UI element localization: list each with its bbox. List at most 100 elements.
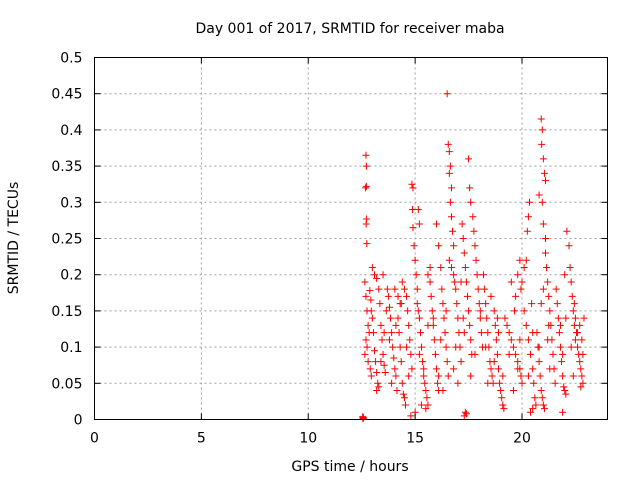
y-tick-label: 0.15: [51, 304, 82, 320]
data-point: [520, 263, 528, 271]
data-point: [524, 372, 532, 380]
data-point: [556, 321, 564, 329]
data-point: [424, 401, 432, 409]
data-point: [580, 314, 588, 322]
data-point: [475, 300, 483, 308]
data-point: [488, 372, 496, 380]
data-point: [539, 401, 547, 409]
data-point: [578, 336, 586, 344]
data-point: [449, 227, 457, 235]
data-point: [450, 242, 458, 250]
data-point: [459, 314, 467, 322]
data-point: [422, 387, 430, 395]
data-point: [373, 387, 381, 395]
data-point: [398, 379, 406, 387]
data-point: [393, 387, 401, 395]
data-point: [391, 285, 399, 293]
data-point: [503, 321, 511, 329]
data-point: [423, 394, 431, 402]
data-point: [368, 263, 376, 271]
data-point: [387, 314, 395, 322]
data-point: [454, 379, 462, 387]
data-point: [577, 365, 585, 373]
data-point: [414, 206, 422, 214]
data-point: [556, 343, 564, 351]
data-point: [457, 358, 465, 366]
data-point: [415, 220, 423, 228]
data-point: [443, 358, 451, 366]
data-point: [487, 365, 495, 373]
data-point: [574, 329, 582, 337]
data-point: [540, 169, 548, 177]
data-point: [517, 372, 525, 380]
data-point: [538, 126, 546, 134]
data-point: [559, 372, 567, 380]
data-point: [416, 329, 424, 337]
data-point: [562, 314, 570, 322]
data-point: [518, 278, 526, 286]
data-point: [433, 220, 440, 228]
data-point: [482, 300, 490, 308]
data-point: [388, 329, 396, 337]
data-point: [473, 271, 481, 279]
data-point: [398, 278, 406, 286]
data-point: [539, 155, 547, 163]
data-point: [397, 358, 405, 366]
data-point: [529, 365, 537, 373]
x-tick-label: 5: [197, 431, 206, 447]
data-point: [438, 285, 446, 293]
data-point: [366, 365, 374, 373]
data-point: [576, 321, 584, 329]
data-point: [555, 329, 563, 337]
data-point: [394, 292, 402, 300]
data-point: [373, 274, 381, 282]
data-point: [371, 271, 379, 279]
data-point: [447, 184, 455, 192]
data-point: [578, 372, 586, 380]
data-point: [362, 336, 370, 344]
x-axis-label: GPS time / hours: [291, 459, 408, 475]
data-point: [565, 242, 573, 250]
data-point: [509, 343, 517, 351]
data-point: [563, 227, 571, 235]
data-point: [490, 307, 498, 315]
data-point: [471, 242, 479, 250]
data-point: [437, 263, 445, 271]
data-point: [481, 285, 489, 293]
data-point: [514, 365, 522, 373]
x-tick-label: 15: [406, 431, 424, 447]
data-point: [439, 300, 447, 308]
data-point: [409, 224, 417, 232]
data-point: [426, 278, 434, 286]
y-tick-label: 0.3: [60, 195, 82, 211]
data-point: [480, 271, 488, 279]
data-point: [381, 368, 389, 376]
data-point: [552, 285, 560, 293]
data-point: [406, 336, 414, 344]
data-point: [497, 387, 505, 395]
data-point: [498, 394, 506, 402]
data-point: [385, 303, 393, 311]
data-point: [445, 148, 453, 156]
data-point: [445, 169, 453, 177]
data-point: [433, 365, 440, 373]
data-point: [522, 321, 530, 329]
data-point: [529, 329, 537, 337]
data-point: [509, 387, 517, 395]
data-point: [453, 300, 461, 308]
data-point: [532, 401, 540, 409]
data-point: [408, 365, 416, 373]
data-point: [402, 401, 410, 409]
data-point: [531, 394, 539, 402]
data-point: [538, 198, 546, 206]
data-point: [380, 361, 388, 369]
data-point: [466, 184, 474, 192]
data-point: [470, 227, 478, 235]
data-point: [559, 350, 567, 358]
data-point: [528, 300, 536, 308]
data-point: [492, 336, 500, 344]
data-point: [576, 358, 584, 366]
data-point: [482, 343, 490, 351]
data-point: [421, 379, 429, 387]
data-point: [457, 278, 465, 286]
